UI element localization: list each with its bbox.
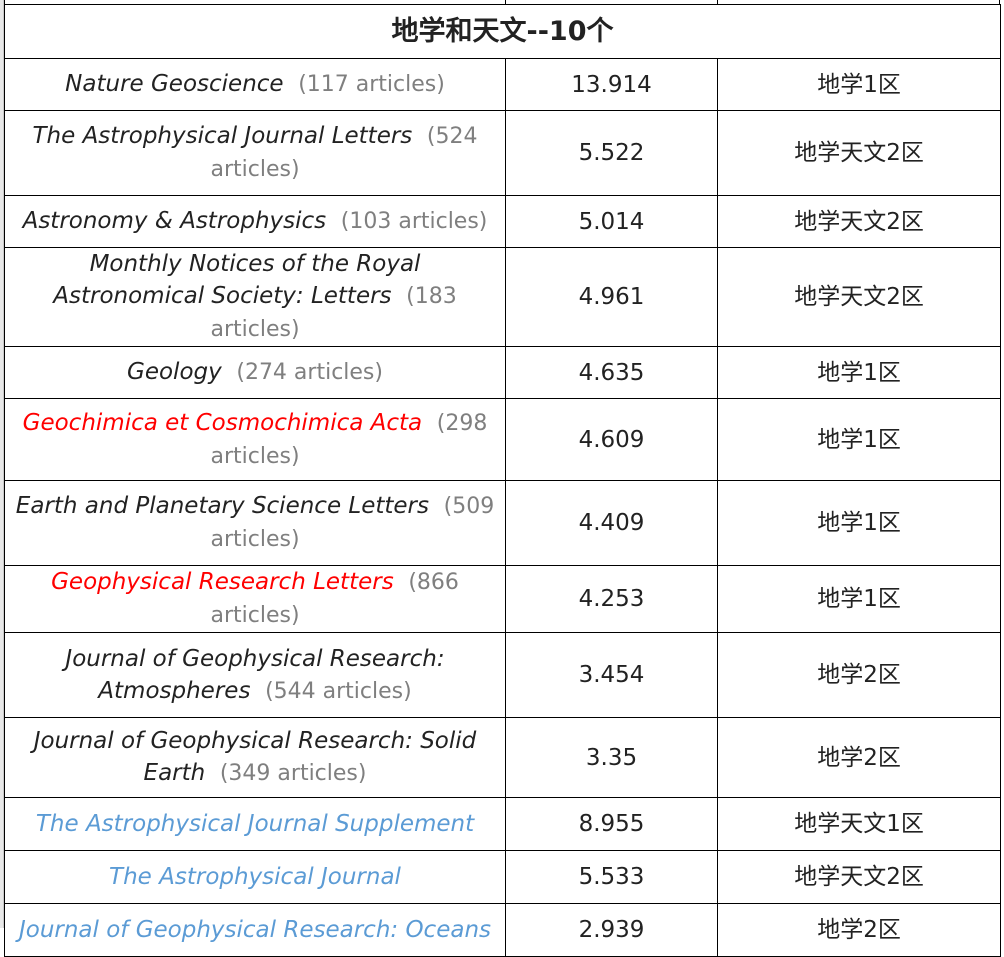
zone: 地学天文2区 bbox=[716, 850, 1002, 904]
journal-name: Journal of Geophysical Research: Solid E… bbox=[33, 728, 477, 786]
table-row: Journal of Geophysical Research: Atmosph… bbox=[4, 632, 1002, 718]
journal-name: The Astrophysical Journal Supplement bbox=[35, 811, 475, 837]
journal-name: Geology bbox=[127, 359, 222, 385]
journal-cell: Geology (274 articles) bbox=[4, 346, 506, 399]
table-row: Geology (274 articles) 4.635 地学1区 bbox=[4, 346, 1002, 399]
zone: 地学1区 bbox=[716, 565, 1002, 633]
zone: 地学天文2区 bbox=[716, 247, 1002, 347]
table-row: Geochimica et Cosmochimica Acta (298 art… bbox=[4, 398, 1002, 481]
table-row: Geophysical Research Letters (866 articl… bbox=[4, 565, 1002, 633]
article-count: (349 articles) bbox=[219, 761, 367, 786]
impact-factor: 4.635 bbox=[505, 346, 718, 399]
zone: 地学2区 bbox=[716, 632, 1002, 718]
zone: 地学1区 bbox=[716, 480, 1002, 566]
zone: 地学天文2区 bbox=[716, 195, 1002, 248]
zone: 地学天文2区 bbox=[716, 110, 1002, 196]
zone: 地学1区 bbox=[716, 58, 1002, 111]
journal-name: Earth and Planetary Science Letters bbox=[15, 493, 429, 519]
journal-cell: Earth and Planetary Science Letters (509… bbox=[4, 480, 506, 566]
zone: 地学2区 bbox=[716, 717, 1002, 798]
table-row: Earth and Planetary Science Letters (509… bbox=[4, 480, 1002, 566]
journal-name: The Astrophysical Journal Letters bbox=[32, 123, 413, 149]
journal-name: The Astrophysical Journal bbox=[109, 864, 401, 890]
table-row: The Astrophysical Journal 5.533 地学天文2区 bbox=[4, 850, 1002, 904]
zone: 地学天文1区 bbox=[716, 797, 1002, 851]
section-title-row: 地学和天文--10个 bbox=[3, 4, 1002, 59]
journal-cell: Geochimica et Cosmochimica Acta (298 art… bbox=[4, 398, 506, 481]
journal-cell: Monthly Notices of the Royal Astronomica… bbox=[4, 247, 506, 347]
table-row: The Astrophysical Journal Supplement 8.9… bbox=[4, 797, 1002, 851]
impact-factor: 4.409 bbox=[505, 480, 718, 566]
article-count: (524 articles) bbox=[210, 124, 478, 182]
article-count: (509 articles) bbox=[210, 494, 495, 552]
impact-factor: 5.014 bbox=[505, 195, 718, 248]
previous-row-edge bbox=[4, 0, 1000, 4]
table-row: The Astrophysical Journal Letters (524 a… bbox=[4, 110, 1002, 196]
table-row: Journal of Geophysical Research: Solid E… bbox=[4, 717, 1002, 798]
article-count: (866 articles) bbox=[210, 570, 459, 628]
journal-cell: Journal of Geophysical Research: Solid E… bbox=[4, 717, 506, 798]
table-row: Monthly Notices of the Royal Astronomica… bbox=[4, 247, 1002, 347]
article-count: (103 articles) bbox=[340, 209, 488, 234]
article-count: (544 articles) bbox=[265, 678, 412, 704]
journal-cell: Astronomy & Astrophysics (103 articles) bbox=[4, 195, 506, 248]
article-count: (298 articles) bbox=[210, 410, 488, 469]
impact-factor: 2.939 bbox=[505, 903, 718, 957]
impact-factor: 8.955 bbox=[505, 797, 718, 851]
impact-factor: 3.35 bbox=[505, 717, 718, 798]
journal-cell: The Astrophysical Journal Supplement bbox=[4, 797, 506, 851]
zone: 地学1区 bbox=[716, 346, 1002, 399]
zone: 地学2区 bbox=[716, 903, 1002, 957]
journal-cell: The Astrophysical Journal Letters (524 a… bbox=[4, 110, 506, 196]
impact-factor: 3.454 bbox=[505, 632, 718, 718]
journal-name: Astronomy & Astrophysics bbox=[22, 208, 327, 234]
journal-cell: Geophysical Research Letters (866 articl… bbox=[4, 565, 506, 633]
zone: 地学1区 bbox=[716, 398, 1002, 481]
journal-name: Geophysical Research Letters bbox=[51, 569, 394, 595]
table-row: Astronomy & Astrophysics (103 articles) … bbox=[4, 195, 1002, 248]
article-count: (274 articles) bbox=[236, 360, 383, 385]
impact-factor: 4.961 bbox=[505, 247, 718, 347]
table-row: Nature Geoscience (117 articles) 13.914 … bbox=[4, 58, 1002, 111]
journal-cell: Nature Geoscience (117 articles) bbox=[4, 58, 506, 111]
row-gutter bbox=[0, 0, 4, 928]
impact-factor: 4.253 bbox=[505, 565, 718, 633]
impact-factor: 5.522 bbox=[505, 110, 718, 196]
journal-cell: Journal of Geophysical Research: Atmosph… bbox=[4, 632, 506, 718]
section-title: 地学和天文--10个 bbox=[3, 4, 1002, 59]
journal-name: Journal of Geophysical Research: Atmosph… bbox=[65, 645, 445, 704]
journal-table: 地学和天文--10个 Nature Geoscience (117 articl… bbox=[3, 4, 1002, 957]
impact-factor: 13.914 bbox=[505, 58, 718, 111]
journal-name: Journal of Geophysical Research: Oceans bbox=[18, 917, 492, 943]
journal-name: Geochimica et Cosmochimica Acta bbox=[22, 409, 423, 436]
journal-cell: Journal of Geophysical Research: Oceans bbox=[4, 903, 506, 957]
impact-factor: 4.609 bbox=[505, 398, 718, 481]
table-row: Journal of Geophysical Research: Oceans … bbox=[4, 903, 1002, 957]
article-count: (117 articles) bbox=[298, 72, 445, 97]
journal-name: Monthly Notices of the Royal Astronomica… bbox=[53, 251, 421, 309]
journal-name: Nature Geoscience bbox=[65, 71, 284, 97]
impact-factor: 5.533 bbox=[505, 850, 718, 904]
article-count: (183 articles) bbox=[210, 284, 457, 342]
journal-cell: The Astrophysical Journal bbox=[4, 850, 506, 904]
